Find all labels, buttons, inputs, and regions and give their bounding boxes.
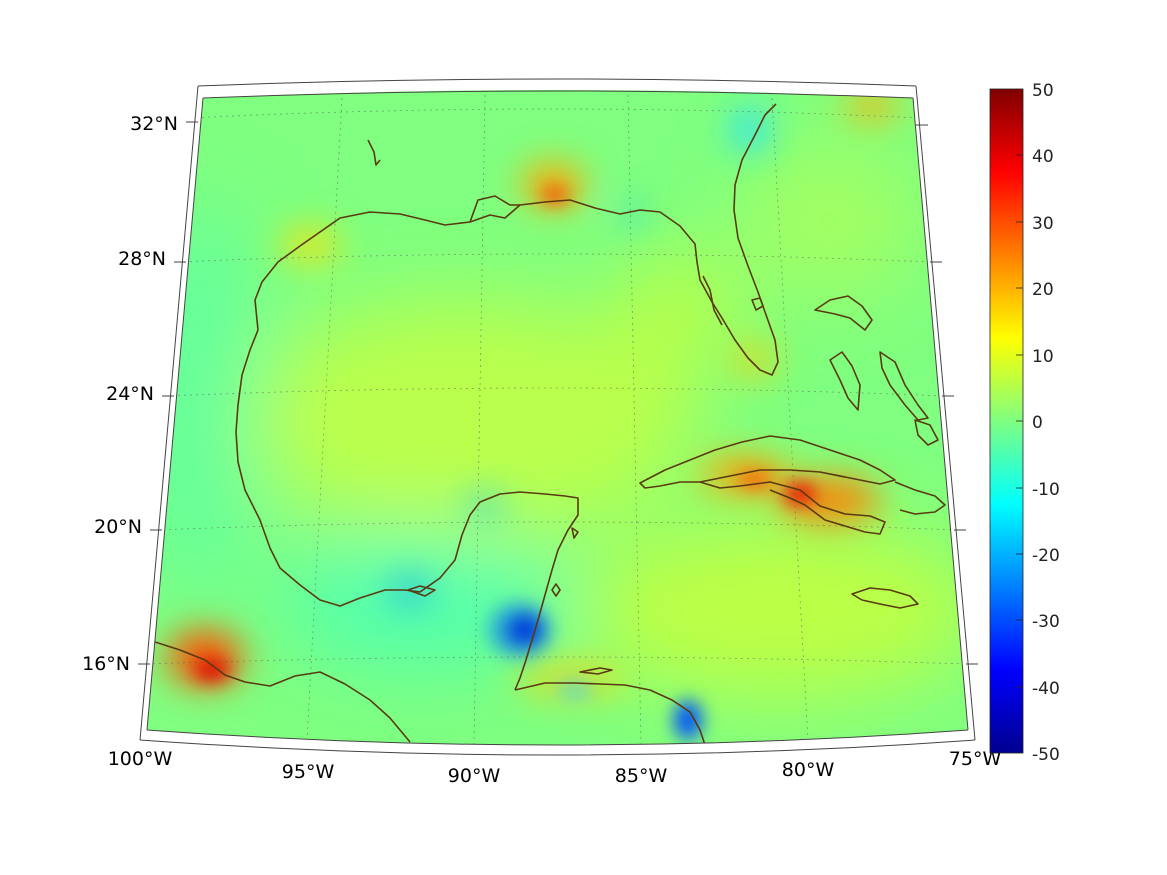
lon-label-85w: 85°W [615, 765, 668, 787]
colorbar-tick-30: 30 [1032, 214, 1054, 234]
louisiana-delta [469, 195, 520, 223]
isla-mujeres [571, 527, 579, 539]
florida-west-islands [702, 275, 723, 326]
lat-label-20n: 20°N [94, 516, 142, 538]
colorbar-tick-neg20: -20 [1032, 546, 1060, 566]
lon-label-100w: 100°W [108, 748, 173, 770]
meridian-85w [627, 94, 642, 745]
graticule [147, 94, 967, 745]
colorbar-tick-neg40: -40 [1032, 679, 1060, 699]
mexico-gulf-coast [235, 329, 579, 691]
yucatan-north-coldspot [467, 497, 503, 513]
lat-label-24n: 24°N [106, 383, 154, 405]
map-frame [138, 78, 978, 756]
lake-okeechobee [751, 297, 764, 311]
cozumel [551, 583, 561, 597]
bahamas-a [814, 295, 873, 331]
lat-label-32n: 32°N [130, 113, 178, 135]
florida-warm-region [620, 250, 740, 370]
lon-label-75w: 75°W [949, 748, 1002, 770]
colorbar-tick-neg50: -50 [1032, 745, 1060, 765]
central-america-coast [514, 682, 706, 745]
data-field [147, 90, 968, 745]
bahamas-c [879, 351, 929, 421]
colorbar-tick-20: 20 [1032, 280, 1054, 300]
frame-right [915, 85, 976, 741]
gulf-warm-region [240, 300, 700, 540]
bahamas-d [914, 419, 939, 446]
southern-mexico-core [194, 660, 230, 680]
bay-islands [579, 667, 613, 675]
belize-halo [488, 602, 552, 658]
jamaica [851, 587, 919, 609]
florida-keys-warm [735, 346, 775, 374]
frame-top-inner [202, 90, 914, 99]
frame-top [197, 78, 917, 87]
parallel-16n [147, 656, 967, 665]
colorbar-tick-0: 0 [1032, 413, 1043, 433]
colorbar-tick-neg10: -10 [1032, 480, 1060, 500]
colorbar-tick-40: 40 [1032, 147, 1054, 167]
lon-label-95w: 95°W [282, 761, 335, 783]
gulf-coast [254, 103, 779, 376]
parallel-24n [165, 387, 945, 397]
coastlines [154, 103, 946, 745]
colorbar-ticks [1016, 154, 1023, 688]
carolina-warm [844, 91, 900, 119]
meridian-80w [771, 97, 809, 741]
georgia-coast-coldspot [732, 108, 768, 152]
cuba [639, 435, 896, 489]
pacific-coast [154, 641, 411, 743]
lat-labels: 32°N 28°N 24°N 20°N 16°N [82, 113, 178, 675]
mobile-bay-core [541, 187, 569, 203]
lon-label-80w: 80°W [782, 759, 835, 781]
lat-label-28n: 28°N [118, 248, 166, 270]
frame-bottom-inner [146, 729, 969, 746]
meridian-95w [306, 97, 343, 741]
lat-label-16n: 16°N [82, 653, 130, 675]
bahamas-b [829, 351, 861, 411]
north-coast-bit [367, 139, 381, 166]
mosquitia-cool [557, 682, 593, 698]
texas-warm [280, 230, 340, 260]
frame-left-inner [146, 97, 204, 731]
parallel-32n [189, 108, 921, 119]
cuba-south [699, 481, 886, 535]
lon-label-90w: 90°W [448, 765, 501, 787]
laguna-terminos [407, 585, 436, 597]
atlantic-warm-region [740, 140, 920, 300]
frame-bottom [139, 739, 976, 756]
meridian-90w [473, 94, 486, 745]
hispaniola [894, 481, 946, 515]
colorbar-tick-10: 10 [1032, 347, 1054, 367]
colorbar-tick-neg30: -30 [1032, 612, 1060, 632]
frame-left [139, 85, 199, 741]
colorbar: 50 40 30 20 10 0 -10 -20 -30 -40 -50 [989, 81, 1060, 765]
caribbean-warm-region [580, 520, 968, 700]
honduras-coldspot [674, 700, 702, 740]
frame-right-inner [912, 97, 969, 731]
colorbar-tick-50: 50 [1032, 81, 1054, 101]
lon-labels: 100°W 95°W 90°W 85°W 80°W 75°W [108, 748, 1002, 787]
mobile-bay-hotspot [521, 163, 585, 207]
parallel-20n [156, 521, 957, 531]
